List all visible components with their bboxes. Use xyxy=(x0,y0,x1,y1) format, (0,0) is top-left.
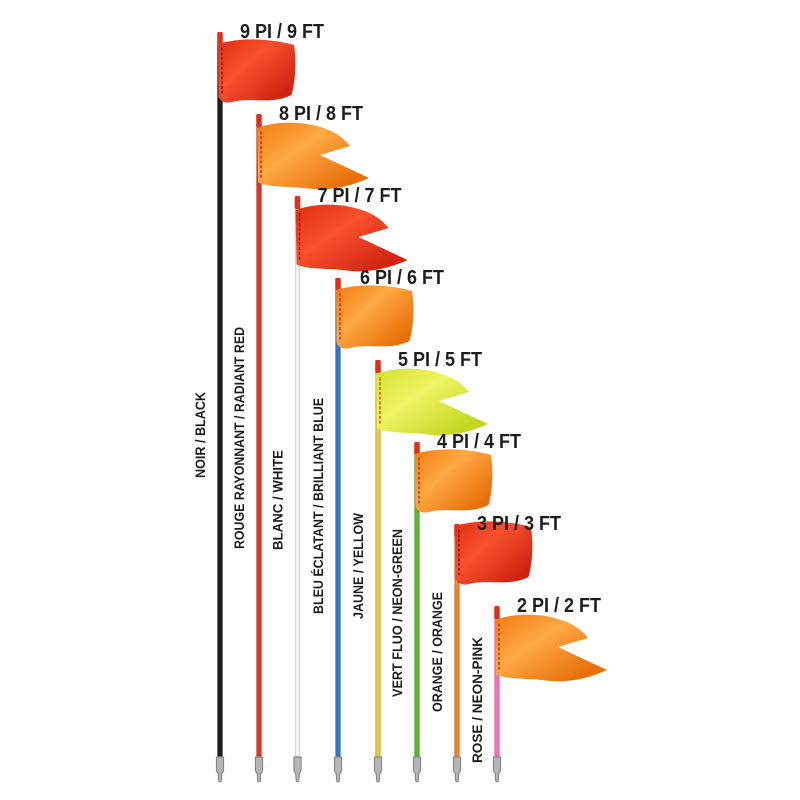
pole-ferrule-icon xyxy=(492,756,502,783)
flag-cloth xyxy=(218,39,296,103)
flag-unit-8ft: 8 PI / 8 FT ROUGE RAYONNANT / RADIANT RE… xyxy=(231,103,369,783)
flag-7ft xyxy=(295,204,408,272)
pole-tip-icon xyxy=(494,606,500,619)
color-label-brilliant-blue: BLEU ÉCLATANT / BRILLIANT BLUE xyxy=(310,398,326,614)
flag-unit-5ft: 5 PI / 5 FT JAUNE / YELLOW xyxy=(350,349,488,783)
pole-shaft-white xyxy=(294,206,301,757)
flag-unit-6ft: 6 PI / 6 FT BLEU ÉCLATANT / BRILLIANT BL… xyxy=(310,267,444,783)
size-label-7ft: 7 PI / 7 FT xyxy=(318,185,402,207)
pole-ferrule-icon xyxy=(293,756,302,783)
size-label-2ft: 2 PI / 2 FT xyxy=(517,595,601,617)
flag-9ft xyxy=(218,39,296,103)
flag-5ft xyxy=(376,368,488,436)
flag-cloth xyxy=(376,368,488,436)
color-label-black: NOIR / BLACK xyxy=(192,392,208,478)
size-label-8ft: 8 PI / 8 FT xyxy=(279,103,363,125)
flag-unit-9ft: 9 PI / 9 FT NOIR / BLACK xyxy=(192,21,324,783)
pole-shaft-red xyxy=(256,124,262,757)
flag-3ft xyxy=(455,521,533,585)
size-label-5ft: 5 PI / 5 FT xyxy=(398,349,482,371)
color-label-white: BLANC / WHITE xyxy=(270,450,286,550)
pole-ferrule-icon xyxy=(412,756,422,783)
flag-cloth xyxy=(295,204,408,272)
flag-8ft xyxy=(257,122,369,190)
flag-cloth xyxy=(415,449,493,513)
pole-shaft-blue xyxy=(335,288,341,757)
size-label-3ft: 3 PI / 3 FT xyxy=(477,513,561,535)
pole-tip-icon xyxy=(256,114,262,127)
size-label-6ft: 6 PI / 6 FT xyxy=(360,267,444,289)
color-label-orange: ORANGE / ORANGE xyxy=(429,592,445,712)
color-label-neon-pink: ROSE / NEON-PINK xyxy=(469,637,485,763)
flag-6ft xyxy=(336,285,414,349)
flag-2ft xyxy=(495,614,607,682)
size-label-9ft: 9 PI / 9 FT xyxy=(240,21,324,43)
color-label-yellow: JAUNE / YELLOW xyxy=(350,512,366,619)
flag-cloth xyxy=(257,122,369,190)
pole-ferrule-icon xyxy=(452,756,462,783)
flag-unit-7ft: 7 PI / 7 FT BLANC / WHITE xyxy=(270,185,408,783)
flag-unit-2ft: 2 PI / 2 FT ROSE / NEON-PINK xyxy=(469,595,607,783)
pole-ferrule-icon xyxy=(215,756,225,783)
pole-ferrule-icon xyxy=(254,756,264,783)
color-label-radiant-red: ROUGE RAYONNANT / RADIANT RED xyxy=(231,327,247,549)
pole-tip-icon xyxy=(294,196,301,209)
pole-tip-icon xyxy=(375,360,381,373)
flag-cloth xyxy=(336,285,414,349)
flag-unit-4ft: 4 PI / 4 FT VERT FLUO / NEON-GREEN xyxy=(389,431,521,783)
flag-unit-3ft: 3 PI / 3 FT ORANGE / ORANGE xyxy=(429,513,561,783)
flag-cloth xyxy=(495,614,607,682)
color-label-neon-green: VERT FLUO / NEON-GREEN xyxy=(389,529,405,697)
size-label-4ft: 4 PI / 4 FT xyxy=(437,431,521,453)
pole-shaft-black xyxy=(217,42,223,757)
flag-4ft xyxy=(415,449,493,513)
pole-ferrule-icon xyxy=(373,756,383,783)
pole-ferrule-icon xyxy=(333,756,343,783)
